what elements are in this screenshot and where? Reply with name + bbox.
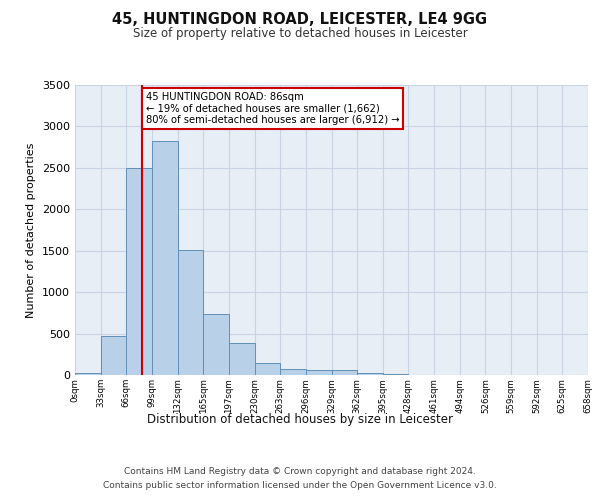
Text: Distribution of detached houses by size in Leicester: Distribution of detached houses by size … (147, 412, 453, 426)
Bar (178, 250, 203, 375)
Y-axis label: Number of detached properties: Number of detached properties (26, 142, 37, 318)
Text: Size of property relative to detached houses in Leicester: Size of property relative to detached ho… (133, 28, 467, 40)
Bar (152, 142, 178, 375)
Bar (331, 370, 357, 375)
Text: Contains HM Land Registry data © Crown copyright and database right 2024.: Contains HM Land Registry data © Crown c… (124, 468, 476, 476)
Bar (127, 168, 152, 375)
Bar (306, 370, 331, 375)
Bar (101, 336, 127, 375)
Bar (280, 369, 306, 375)
Bar (254, 364, 280, 375)
Bar (357, 372, 383, 375)
Text: 45, HUNTINGDON ROAD, LEICESTER, LE4 9GG: 45, HUNTINGDON ROAD, LEICESTER, LE4 9GG (112, 12, 488, 28)
Bar (229, 342, 254, 375)
Bar (75, 374, 101, 375)
Bar (383, 374, 409, 375)
Bar (203, 314, 229, 375)
Text: Contains public sector information licensed under the Open Government Licence v3: Contains public sector information licen… (103, 481, 497, 490)
Text: 45 HUNTINGDON ROAD: 86sqm
← 19% of detached houses are smaller (1,662)
80% of se: 45 HUNTINGDON ROAD: 86sqm ← 19% of detac… (146, 92, 400, 125)
